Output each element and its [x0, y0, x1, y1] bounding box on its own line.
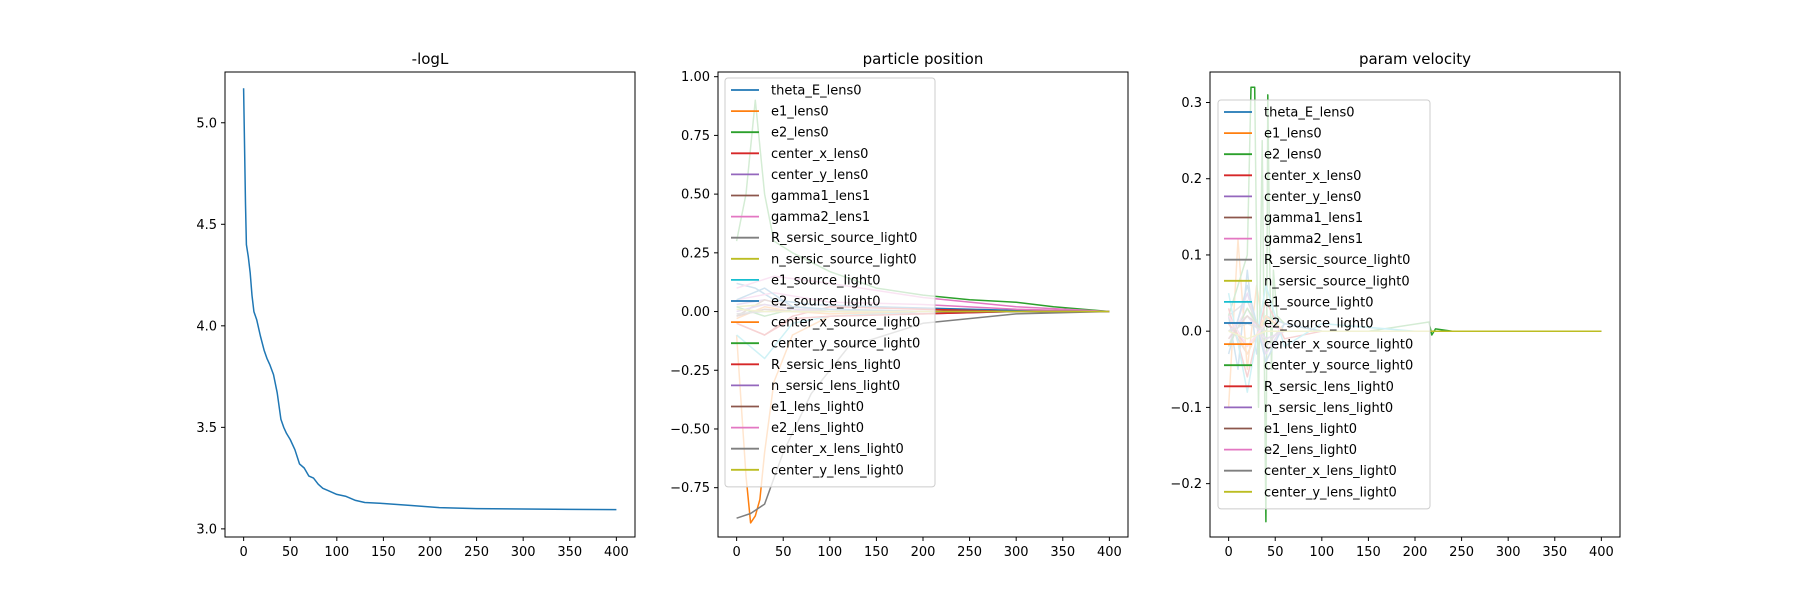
x-tick-label: 200 — [418, 545, 443, 560]
y-tick-label: 0.25 — [681, 246, 710, 261]
legend-box — [724, 77, 936, 488]
legend-label: center_x_lens0 — [771, 147, 868, 162]
legend: theta_E_lens0 e1_lens0 e2_lens0 center_x_le… — [1217, 99, 1431, 510]
x-tick-label: 250 — [1449, 545, 1474, 560]
chart-panel-2: particle position 0 50 100 150 200 250 300 350 40… — [670, 50, 1129, 560]
y-tick-label: 0.1 — [1181, 248, 1202, 263]
legend-label: e1_lens0 — [771, 105, 829, 120]
y-tick-label: 0.00 — [681, 305, 710, 320]
x-tick-label: 350 — [557, 545, 582, 560]
x-tick-label: 0 — [1224, 545, 1232, 560]
x-tick-label: 400 — [1589, 545, 1614, 560]
x-tick-label: 0 — [732, 545, 740, 560]
y-tick-label: 4.5 — [196, 218, 217, 233]
legend-label: e1_lens0 — [1264, 127, 1322, 142]
legend-label: center_y_source_light0 — [1264, 359, 1413, 374]
legend-label: e2_lens0 — [771, 126, 829, 141]
legend-label: e2_lens_light0 — [1264, 443, 1357, 458]
y-tick-label: 0.50 — [681, 188, 710, 203]
legend-label: n_sersic_lens_light0 — [1264, 401, 1393, 416]
legend-label: n_sersic_source_light0 — [1264, 274, 1410, 289]
legend-label: center_y_lens0 — [1264, 190, 1361, 205]
y-tick-label: 0.2 — [1181, 172, 1202, 187]
legend-label: center_x_lens0 — [1264, 169, 1361, 184]
y-tick-label: −0.50 — [670, 422, 710, 437]
legend-label: gamma2_lens1 — [771, 210, 870, 225]
y-tick-label: −0.75 — [670, 481, 710, 496]
legend-label: e1_source_light0 — [771, 273, 881, 288]
legend-label: e2_source_light0 — [771, 295, 881, 310]
legend-label: theta_E_lens0 — [1264, 106, 1355, 121]
axes-frame — [224, 71, 636, 538]
legend-label: n_sersic_lens_light0 — [771, 379, 900, 394]
x-tick-label: 400 — [1097, 545, 1122, 560]
x-tick-label: 150 — [371, 545, 396, 560]
legend-label: gamma1_lens1 — [1264, 211, 1363, 226]
legend-label: gamma2_lens1 — [1264, 232, 1363, 247]
x-tick-label: 50 — [1267, 545, 1284, 560]
legend-label: R_sersic_lens_light0 — [1264, 380, 1394, 395]
chart-panel-3: param velocity 0 50 100 150 200 250 300 350 400 −0… — [1170, 50, 1621, 560]
legend-label: theta_E_lens0 — [771, 84, 862, 99]
legend-label: gamma1_lens1 — [771, 189, 870, 204]
x-tick-label: 400 — [604, 545, 629, 560]
legend-label: n_sersic_source_light0 — [771, 252, 917, 267]
x-tick-label: 100 — [1309, 545, 1334, 560]
y-tick-label: 0.75 — [681, 129, 710, 144]
y-tick-label: −0.25 — [670, 364, 710, 379]
series-line-1 — [242, 88, 617, 511]
legend-label: center_x_source_light0 — [1264, 338, 1413, 353]
legend-label: e2_lens0 — [1264, 148, 1322, 163]
legend-label: R_sersic_source_light0 — [771, 231, 917, 246]
legend-label: e2_lens_light0 — [771, 421, 864, 436]
legend-label: center_y_lens_light0 — [1264, 485, 1397, 500]
legend-label: e1_lens_light0 — [1264, 422, 1357, 437]
x-tick-label: 350 — [1050, 545, 1075, 560]
legend-label: center_x_lens_light0 — [1264, 464, 1397, 479]
x-tick-label: 50 — [775, 545, 792, 560]
legend-label: center_y_lens_light0 — [771, 463, 904, 478]
x-tick-label: 150 — [864, 545, 889, 560]
legend-label: center_x_lens_light0 — [771, 442, 904, 457]
y-tick-label: 1.00 — [681, 70, 710, 85]
x-tick-label: 100 — [817, 545, 842, 560]
y-tick-label: −0.2 — [1170, 477, 1202, 492]
y-tick-label: 3.5 — [196, 421, 217, 436]
legend-box — [1217, 99, 1431, 510]
legend: theta_E_lens0 e1_lens0 e2_lens0 center_x_le… — [724, 77, 936, 488]
x-tick-label: 50 — [282, 545, 299, 560]
x-tick-label: 350 — [1542, 545, 1567, 560]
y-tick-label: 4.0 — [196, 319, 217, 334]
x-tick-label: 0 — [239, 545, 247, 560]
legend-label: center_x_source_light0 — [771, 316, 920, 331]
legend-label: e2_source_light0 — [1264, 317, 1374, 332]
x-tick-label: 300 — [1496, 545, 1521, 560]
x-tick-label: 200 — [1403, 545, 1428, 560]
chart-panel-1: -logL 0 50 100 150 200 250 300 350 400 3.0 3.5 4.0 4.… — [196, 50, 636, 560]
chart-title: -logL — [412, 50, 449, 68]
legend-label: R_sersic_lens_light0 — [771, 358, 901, 373]
y-tick-label: 0.3 — [1181, 96, 1202, 111]
chart-title: particle position — [863, 50, 984, 68]
legend-label: e1_source_light0 — [1264, 295, 1374, 310]
chart-title: param velocity — [1359, 50, 1471, 68]
legend-label: center_y_source_light0 — [771, 337, 920, 352]
legend-label: e1_lens_light0 — [771, 400, 864, 415]
legend-label: center_y_lens0 — [771, 168, 868, 183]
x-tick-label: 200 — [911, 545, 936, 560]
x-tick-label: 150 — [1356, 545, 1381, 560]
legend-label: R_sersic_source_light0 — [1264, 253, 1410, 268]
x-tick-label: 100 — [324, 545, 349, 560]
y-tick-label: 5.0 — [196, 116, 217, 131]
y-tick-label: −0.1 — [1170, 401, 1202, 416]
y-tick-label: 0.0 — [1181, 325, 1202, 340]
x-tick-label: 300 — [511, 545, 536, 560]
series-group — [242, 88, 617, 511]
y-tick-label: 3.0 — [196, 522, 217, 537]
x-tick-label: 300 — [1004, 545, 1029, 560]
x-tick-label: 250 — [464, 545, 489, 560]
x-tick-label: 250 — [957, 545, 982, 560]
